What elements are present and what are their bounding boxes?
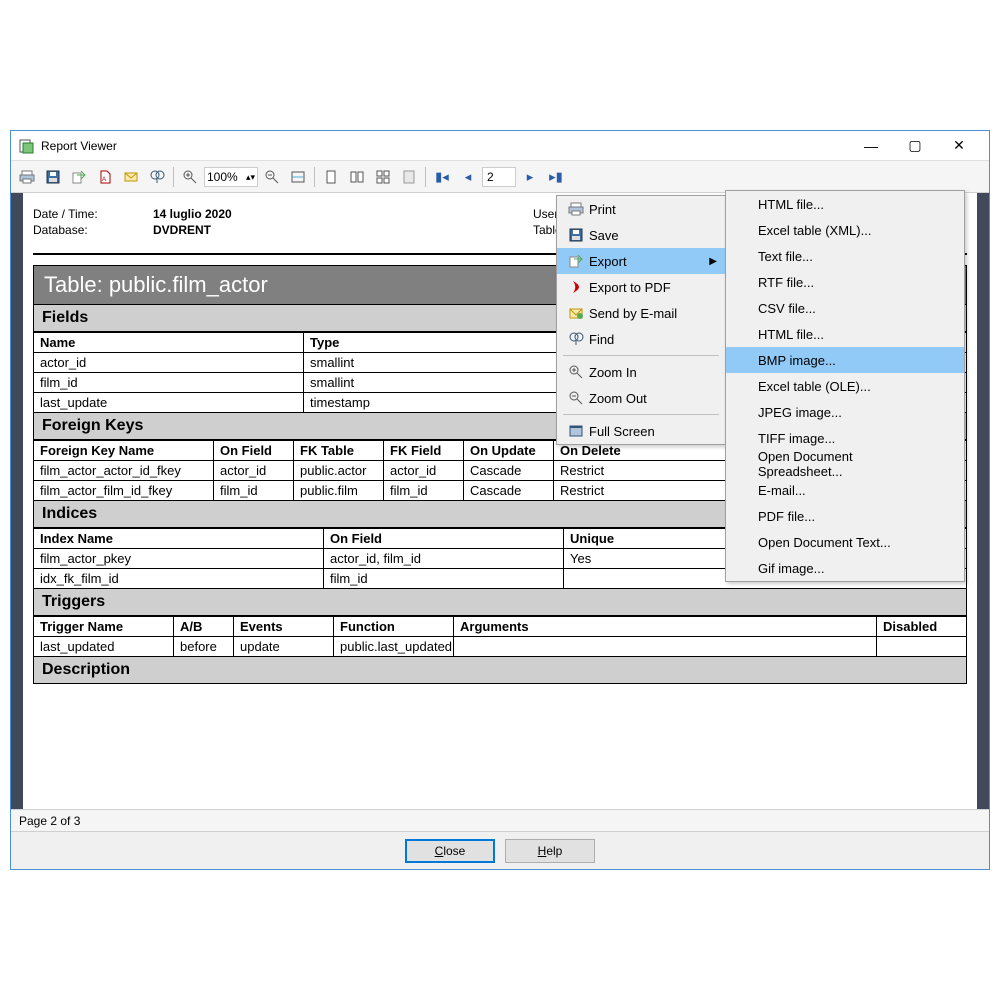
data-table: Trigger NameA/BEventsFunctionArgumentsDi… — [33, 616, 967, 657]
mail-button[interactable] — [119, 165, 143, 189]
first-page-button[interactable]: ▮◂ — [430, 165, 454, 189]
close-window-button[interactable]: ✕ — [937, 132, 981, 160]
multi-page-button[interactable] — [371, 165, 395, 189]
last-page-button[interactable]: ▸▮ — [544, 165, 568, 189]
submenu-item[interactable]: RTF file... — [726, 269, 964, 295]
submenu-item[interactable]: Open Document Spreadsheet... — [726, 451, 964, 477]
submenu-item[interactable]: Gif image... — [726, 555, 964, 581]
menu-item-zoom-out[interactable]: Zoom Out — [557, 385, 725, 411]
meta-date-value: 14 luglio 2020 — [153, 207, 232, 221]
page-input[interactable] — [482, 167, 516, 187]
close-button[interactable]: Close — [405, 839, 495, 863]
submenu-item[interactable]: Excel table (XML)... — [726, 217, 964, 243]
menu-item-save[interactable]: Save — [557, 222, 725, 248]
report-viewer-window: Report Viewer — ▢ ✕ A 100%▴▾ ▮◂ ◂ ▸ ▸▮ — [10, 130, 990, 870]
column-header: On Field — [324, 529, 564, 549]
print-icon — [563, 201, 589, 217]
context-menu[interactable]: PrintSaveExport▶HTML file...Excel table … — [556, 195, 726, 445]
submenu-item[interactable]: BMP image... — [726, 347, 964, 373]
titlebar[interactable]: Report Viewer — ▢ ✕ — [11, 131, 989, 161]
column-header: Trigger Name — [34, 617, 174, 637]
column-header: Index Name — [34, 529, 324, 549]
export-icon — [563, 253, 589, 269]
submenu-item[interactable]: E-mail... — [726, 477, 964, 503]
submenu-item[interactable]: Excel table (OLE)... — [726, 373, 964, 399]
column-header: Name — [34, 333, 304, 353]
section-header: Triggers — [33, 589, 967, 616]
fullscreen-icon — [563, 423, 589, 439]
single-page-button[interactable] — [319, 165, 343, 189]
svg-text:A: A — [102, 177, 106, 183]
chevron-right-icon: ▶ — [709, 256, 717, 267]
toolbar: A 100%▴▾ ▮◂ ◂ ▸ ▸▮ — [11, 161, 989, 193]
menu-item-export-to-pdf[interactable]: Export to PDF — [557, 274, 725, 300]
window-title: Report Viewer — [41, 139, 849, 153]
column-header: FK Field — [384, 441, 464, 461]
export-submenu[interactable]: HTML file...Excel table (XML)...Text fil… — [725, 190, 965, 582]
help-button[interactable]: Help — [505, 839, 595, 863]
gutter-left — [11, 193, 23, 809]
submenu-item[interactable]: CSV file... — [726, 295, 964, 321]
minimize-button[interactable]: — — [849, 132, 893, 160]
menu-item-zoom-in[interactable]: Zoom In — [557, 359, 725, 385]
next-page-button[interactable]: ▸ — [518, 165, 542, 189]
zoom-in-icon — [563, 364, 589, 380]
menu-item-export[interactable]: Export▶HTML file...Excel table (XML)...T… — [557, 248, 725, 274]
column-header: Disabled — [877, 617, 967, 637]
submenu-item[interactable]: PDF file... — [726, 503, 964, 529]
column-header: On Field — [214, 441, 294, 461]
app-icon — [19, 138, 35, 154]
pdf-icon — [563, 279, 589, 295]
page-settings-button[interactable] — [397, 165, 421, 189]
zoom-in-button[interactable] — [178, 165, 202, 189]
table-row: last_updatedbeforeupdatepublic.last_upda… — [34, 637, 967, 657]
submenu-item[interactable]: HTML file... — [726, 321, 964, 347]
meta-db-label: Database: — [33, 223, 153, 237]
fit-width-button[interactable] — [286, 165, 310, 189]
zoom-out-button[interactable] — [260, 165, 284, 189]
submenu-item[interactable]: HTML file... — [726, 191, 964, 217]
mail-icon — [563, 305, 589, 321]
print-button[interactable] — [15, 165, 39, 189]
save-button[interactable] — [41, 165, 65, 189]
section-header: Description — [33, 657, 967, 684]
meta-db-value: DVDRENT — [153, 223, 211, 237]
zoom-out-icon — [563, 390, 589, 406]
submenu-item[interactable]: TIFF image... — [726, 425, 964, 451]
content-area: Date / Time:14 luglio 2020 Database:DVDR… — [11, 193, 989, 809]
submenu-item[interactable]: Text file... — [726, 243, 964, 269]
submenu-item[interactable]: Open Document Text... — [726, 529, 964, 555]
menu-item-send-by-e-mail[interactable]: Send by E-mail — [557, 300, 725, 326]
pdf-button[interactable]: A — [93, 165, 117, 189]
menu-item-full-screen[interactable]: Full Screen — [557, 418, 725, 444]
zoom-level[interactable]: 100%▴▾ — [204, 167, 258, 187]
meta-date-label: Date / Time: — [33, 207, 153, 221]
submenu-item[interactable]: JPEG image... — [726, 399, 964, 425]
column-header: A/B — [174, 617, 234, 637]
button-bar: Close Help — [11, 831, 989, 869]
prev-page-button[interactable]: ◂ — [456, 165, 480, 189]
column-header: Function — [334, 617, 454, 637]
find-icon — [563, 331, 589, 347]
export-button[interactable] — [67, 165, 91, 189]
menu-item-print[interactable]: Print — [557, 196, 725, 222]
double-page-button[interactable] — [345, 165, 369, 189]
column-header: FK Table — [294, 441, 384, 461]
window-controls: — ▢ ✕ — [849, 132, 981, 160]
column-header: On Update — [464, 441, 554, 461]
column-header: Foreign Key Name — [34, 441, 214, 461]
column-header: Arguments — [454, 617, 877, 637]
find-button[interactable] — [145, 165, 169, 189]
statusbar: Page 2 of 3 — [11, 809, 989, 831]
menu-item-find[interactable]: Find — [557, 326, 725, 352]
gutter-right — [977, 193, 989, 809]
save-icon — [563, 227, 589, 243]
column-header: Events — [234, 617, 334, 637]
status-page-text: Page 2 of 3 — [19, 814, 80, 828]
maximize-button[interactable]: ▢ — [893, 132, 937, 160]
